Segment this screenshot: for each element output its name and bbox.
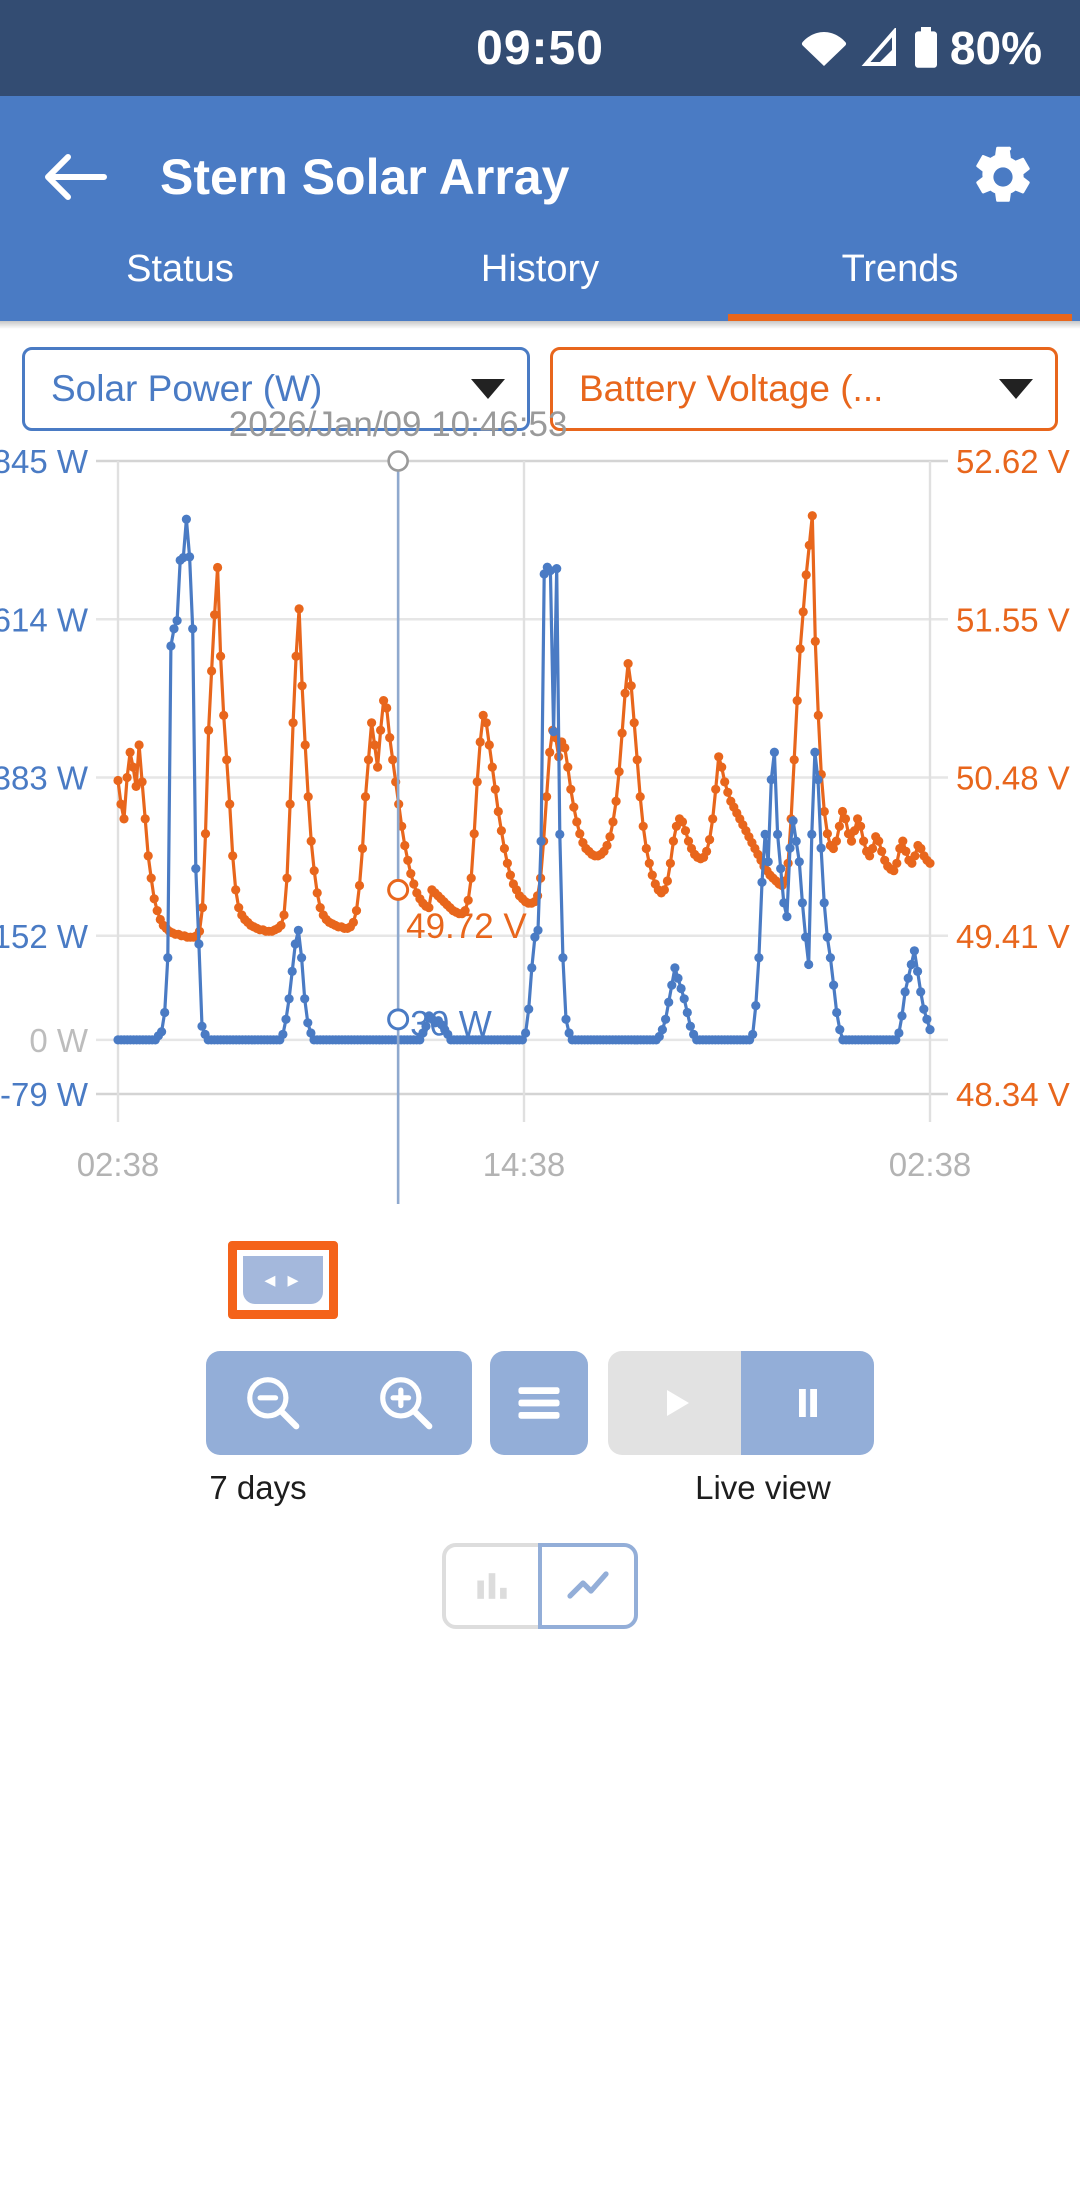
svg-text:52.62 V: 52.62 V: [956, 443, 1070, 480]
tab-bar: Status History Trends: [0, 225, 1080, 321]
tab-status-label: Status: [126, 247, 234, 290]
tab-status[interactable]: Status: [0, 225, 360, 321]
back-button[interactable]: [32, 134, 118, 220]
svg-text:845 W: 845 W: [0, 443, 89, 480]
pause-button[interactable]: [741, 1351, 874, 1455]
zoom-in-icon: [379, 1377, 432, 1430]
crosshair: [387, 450, 410, 1204]
battery-icon: [914, 27, 937, 68]
app-bar: Stern Solar Array Status History Trends: [0, 96, 1080, 321]
crosshair-timestamp: 2026/Jan/09 10:46:53: [228, 405, 568, 444]
svg-text:-79 W: -79 W: [0, 1076, 89, 1113]
zoom-out-icon: [246, 1377, 299, 1430]
svg-text:383 W: 383 W: [0, 760, 89, 797]
zoom-button-group: [206, 1351, 472, 1455]
tab-trends[interactable]: Trends: [720, 225, 1080, 321]
wifi-icon: [801, 32, 847, 66]
line-chart-option[interactable]: [538, 1543, 638, 1629]
chevron-down-icon: [471, 379, 505, 399]
drag-horizontal-icon: ◂ ▸: [264, 1267, 302, 1292]
appbar-shadow: [0, 321, 1080, 329]
scrubber-area: ◂ ▸: [0, 1241, 1080, 1339]
cellular-signal-icon: [861, 28, 896, 66]
scrubber-handle[interactable]: ◂ ▸: [243, 1256, 323, 1304]
crosshair-right-value: 49.72 V: [406, 907, 527, 946]
svg-text:152 W: 152 W: [0, 918, 89, 955]
bar-chart-icon: [477, 1573, 507, 1599]
scrubber-highlight: [228, 1241, 338, 1319]
page-title: Stern Solar Array: [160, 149, 570, 205]
svg-text:0 W: 0 W: [29, 1022, 89, 1059]
line-chart-icon: [567, 1571, 609, 1599]
play-button[interactable]: [608, 1351, 741, 1455]
battery-percentage: 80%: [949, 22, 1042, 74]
menu-button[interactable]: [490, 1351, 588, 1455]
status-icons: 80%: [800, 21, 1042, 75]
play-icon: [666, 1390, 689, 1416]
bar-chart-option[interactable]: [442, 1543, 542, 1629]
left-axis-tick-labels: 845 W 614 W 383 W 152 W 0 W -79 W: [0, 443, 89, 1113]
x-axis-tick-labels: 02:38 14:38 02:38: [77, 1146, 972, 1183]
series-selector-row: Solar Power (W) Battery Voltage (...: [0, 329, 1080, 431]
live-view-label: Live view: [695, 1469, 831, 1506]
chart-gridlines: [96, 459, 948, 1122]
tab-trends-label: Trends: [841, 247, 959, 290]
right-series-label: Battery Voltage (...: [579, 368, 884, 409]
range-label: 7 days: [209, 1469, 307, 1506]
right-series-selector[interactable]: Battery Voltage (...: [550, 347, 1058, 431]
chart-controls: [0, 1351, 1080, 1455]
svg-text:50.48 V: 50.48 V: [956, 760, 1070, 797]
left-series-selector[interactable]: Solar Power (W): [22, 347, 530, 431]
svg-text:48.34 V: 48.34 V: [956, 1076, 1070, 1113]
arrow-left-icon: [45, 154, 107, 200]
svg-text:51.55 V: 51.55 V: [956, 601, 1070, 638]
zoom-in-button[interactable]: [339, 1351, 472, 1455]
svg-text:14:38: 14:38: [483, 1146, 566, 1183]
chart-canvas[interactable]: 845 W 614 W 383 W 152 W 0 W -79 W 52.62 V 51.5…: [0, 439, 1080, 1249]
status-bar: 09:50 80%: [0, 0, 1080, 96]
settings-button[interactable]: [960, 134, 1046, 220]
svg-text:614 W: 614 W: [0, 601, 89, 638]
solar-power-series: [113, 514, 935, 1045]
trend-chart[interactable]: 845 W 614 W 383 W 152 W 0 W -79 W 52.62 V 51.5…: [0, 405, 1080, 1249]
svg-text:02:38: 02:38: [889, 1146, 972, 1183]
gear-icon: [976, 146, 1030, 202]
svg-text:02:38: 02:38: [77, 1146, 160, 1183]
pause-icon: [798, 1389, 817, 1417]
hamburger-menu-icon: [518, 1387, 560, 1419]
chart-type-toggle: [0, 1543, 1080, 1629]
zoom-out-button[interactable]: [206, 1351, 339, 1455]
chevron-down-icon: [999, 379, 1033, 399]
status-clock: 09:50: [476, 21, 604, 75]
control-labels: 7 days Live view: [0, 1469, 1080, 1529]
crosshair-left-value: 30 W: [410, 1004, 492, 1043]
left-series-label: Solar Power (W): [51, 368, 323, 409]
tab-history-label: History: [480, 247, 600, 290]
battery-voltage-series: [113, 511, 935, 942]
right-axis-tick-labels: 52.62 V 51.55 V 50.48 V 49.41 V 48.34 V: [956, 443, 1070, 1113]
playback-button-group: [608, 1351, 874, 1455]
svg-text:49.41 V: 49.41 V: [956, 918, 1070, 955]
tab-history[interactable]: History: [360, 225, 720, 321]
